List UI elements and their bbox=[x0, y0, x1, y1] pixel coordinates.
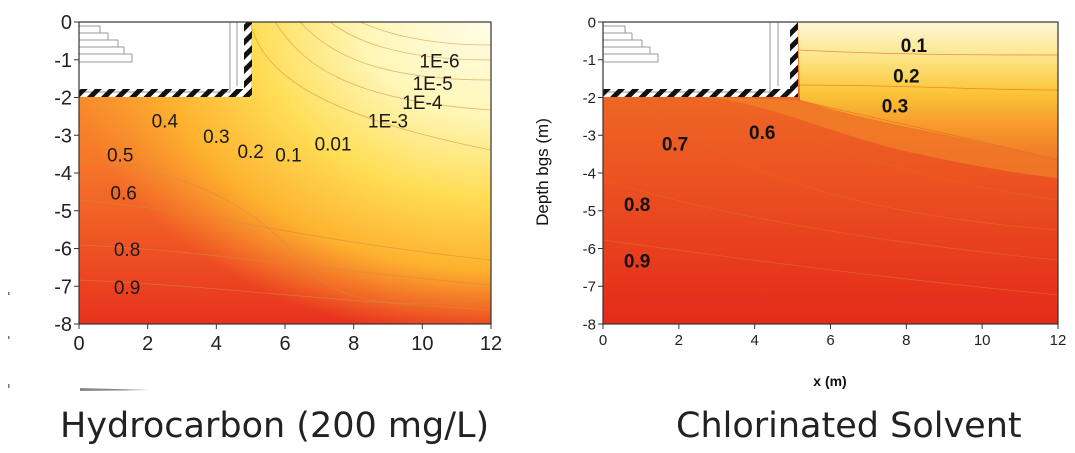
contour-label: 0.6 bbox=[110, 183, 136, 204]
contour-label: 0.5 bbox=[107, 146, 133, 167]
building-steps bbox=[603, 22, 779, 93]
left-caption: Hydrocarbon (200 mg/L) bbox=[60, 406, 490, 446]
x-tick-label: 6 bbox=[826, 332, 834, 349]
contour-label: 0.6 bbox=[749, 123, 775, 144]
x-tick-label: 4 bbox=[750, 332, 758, 349]
contour-lines bbox=[78, 21, 492, 311]
y-tick-label: -2 bbox=[583, 90, 596, 107]
y-tick-label: -8 bbox=[583, 316, 596, 333]
y-tick-label: -6 bbox=[54, 239, 72, 261]
x-tick-label: 4 bbox=[211, 333, 222, 355]
y-tick-label: -1 bbox=[54, 50, 72, 72]
x-axis-label: x (m) bbox=[813, 373, 846, 389]
y-tick-label: 0 bbox=[588, 14, 596, 31]
y-tick-label: -4 bbox=[54, 163, 72, 185]
chlorinated-solvent-chart: 0 2 4 6 8 10 12 0 -1 -2 -3 -4 -5 -6 -7 -8 0.1 0.2 0.3 0.6 0… bbox=[533, 14, 1066, 389]
wall bbox=[790, 22, 798, 97]
contour-lines bbox=[602, 49, 1059, 296]
contour-label: 0.4 bbox=[152, 112, 179, 133]
contour-label: 0.3 bbox=[203, 127, 229, 148]
building bbox=[603, 22, 798, 97]
contour-label: 1E-6 bbox=[419, 51, 459, 72]
y-tick-label: 0 bbox=[61, 12, 72, 34]
y-tick-label: -3 bbox=[583, 128, 596, 145]
contour-label: 0.2 bbox=[237, 142, 263, 163]
y-tick-label: -4 bbox=[583, 165, 596, 182]
y-tick-label: -5 bbox=[583, 203, 596, 220]
floor-slab bbox=[79, 89, 251, 97]
right-caption: Chlorinated Solvent bbox=[676, 406, 1022, 446]
y-tick-label: -3 bbox=[54, 125, 72, 147]
y-axis-label: Depth bgs (m) bbox=[533, 118, 552, 226]
contour-label: 0.9 bbox=[114, 278, 140, 299]
wall bbox=[244, 22, 252, 97]
contour-label: 0.2 bbox=[893, 66, 919, 87]
building-steps bbox=[79, 22, 238, 93]
contour-label: 0.3 bbox=[882, 97, 908, 118]
y-tick-label: -7 bbox=[54, 276, 72, 298]
contour-label: 1E-4 bbox=[402, 93, 443, 114]
contour-label: 0.01 bbox=[315, 134, 352, 155]
x-tick-label: 6 bbox=[279, 333, 290, 355]
y-tick-label: -2 bbox=[54, 88, 72, 110]
x-tick-label: 8 bbox=[902, 332, 910, 349]
y-tick-label: -1 bbox=[583, 52, 596, 69]
contour-label: 0.1 bbox=[275, 146, 301, 167]
contour-label: 0.9 bbox=[624, 251, 650, 272]
y-tick-label: -8 bbox=[54, 314, 72, 336]
y-tick-label: -5 bbox=[54, 201, 72, 223]
scale-marks bbox=[8, 292, 150, 391]
y-tick-label: -6 bbox=[583, 241, 596, 258]
x-tick-label: 12 bbox=[480, 333, 502, 355]
contour-label: 0.1 bbox=[901, 36, 928, 57]
contour-label: 0.8 bbox=[624, 195, 650, 216]
x-tick-label: 10 bbox=[974, 332, 991, 349]
x-tick-label: 10 bbox=[411, 333, 433, 355]
x-tick-label: 12 bbox=[1050, 332, 1067, 349]
x-tick-label: 0 bbox=[599, 332, 607, 349]
y-tick-label: -7 bbox=[583, 279, 596, 296]
x-tick-label: 0 bbox=[73, 333, 84, 355]
floor-slab bbox=[603, 89, 798, 97]
contour-label: 0.8 bbox=[114, 240, 140, 261]
x-tick-label: 2 bbox=[142, 333, 153, 355]
contour-label: 0.7 bbox=[662, 134, 688, 155]
contour-label: 1E-5 bbox=[413, 74, 453, 95]
x-tick-label: 2 bbox=[675, 332, 683, 349]
contour-label: 1E-3 bbox=[368, 112, 408, 133]
x-tick-label: 8 bbox=[348, 333, 359, 355]
plume-shading bbox=[798, 22, 1058, 160]
hydrocarbon-chart: 0 2 4 6 8 10 12 0 -1 -2 -3 -4 -5 -6 -7 -8 1E-61E-51E-41… bbox=[8, 12, 502, 391]
plume-shading-fade bbox=[700, 97, 1058, 178]
